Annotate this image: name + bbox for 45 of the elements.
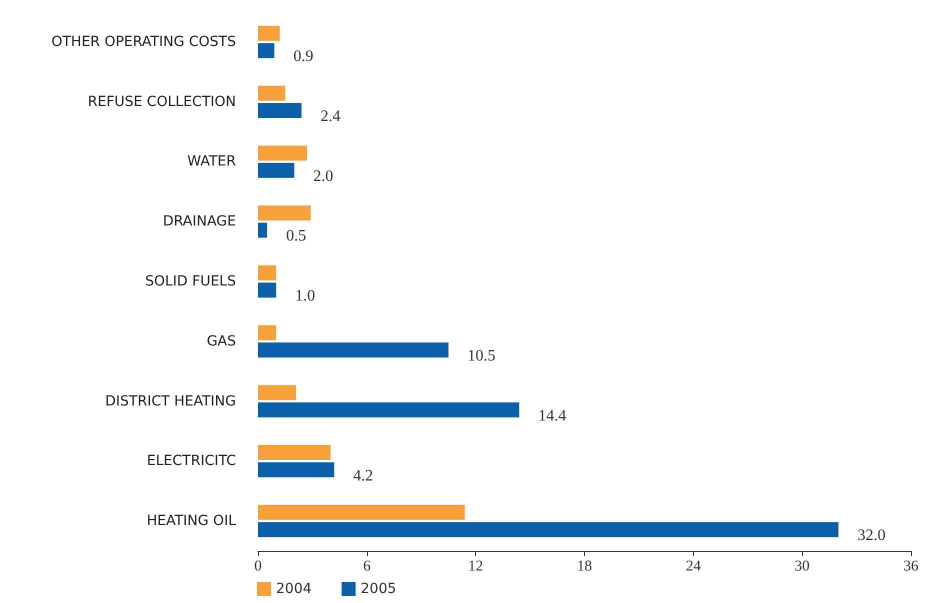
- bar: [258, 205, 311, 220]
- x-tick-label: 0: [254, 558, 262, 574]
- data-label: 32.0: [857, 527, 886, 544]
- data-label: 1.0: [295, 288, 316, 305]
- y-tick-label: REFUSE COLLECTION: [88, 94, 236, 110]
- x-tick-label: 24: [686, 558, 702, 574]
- bar: [258, 162, 294, 178]
- x-tick-label: 18: [577, 558, 592, 574]
- bar: [258, 146, 307, 161]
- bar: [258, 265, 276, 280]
- y-tick-label: ELECTRICITC: [146, 453, 236, 470]
- bar: [258, 102, 302, 118]
- y-tick-label: SOLID FUELS: [145, 274, 236, 290]
- data-label: 2.0: [313, 168, 334, 185]
- x-tick-label: 12: [468, 558, 484, 574]
- y-tick-label: OTHER OPERATING COSTS: [51, 34, 236, 50]
- y-tick-label: DRAINAGE: [162, 214, 236, 230]
- y-tick-label: WATER: [187, 154, 236, 170]
- data-label: 4.2: [353, 467, 374, 484]
- bar: [258, 282, 276, 298]
- legend-label: 2005: [360, 581, 396, 597]
- data-label: 0.9: [293, 48, 314, 66]
- bar: [258, 522, 838, 538]
- data-label: 2.4: [320, 108, 341, 125]
- bar: [258, 462, 334, 478]
- bar: [258, 385, 296, 400]
- bar: [258, 325, 276, 340]
- data-label: 0.5: [286, 228, 306, 245]
- x-tick-label: 36: [904, 558, 919, 574]
- y-tick-label: DISTRICT HEATING: [105, 393, 236, 410]
- x-tick-label: 6: [363, 558, 372, 574]
- bar: [258, 504, 465, 520]
- data-label: 14.4: [538, 407, 566, 424]
- x-tick-label: 30: [794, 558, 810, 574]
- bar: [258, 86, 286, 101]
- bar: [258, 43, 274, 58]
- bar: [258, 402, 520, 418]
- y-tick-label: HEATING OIL: [146, 513, 236, 530]
- data-label: 10.5: [467, 348, 496, 365]
- y-tick-label: GAS: [206, 333, 236, 350]
- bar: [258, 342, 448, 358]
- bar: [258, 222, 268, 238]
- bar: [258, 445, 331, 460]
- bar: [258, 26, 280, 41]
- legend-label: 2004: [276, 581, 312, 597]
